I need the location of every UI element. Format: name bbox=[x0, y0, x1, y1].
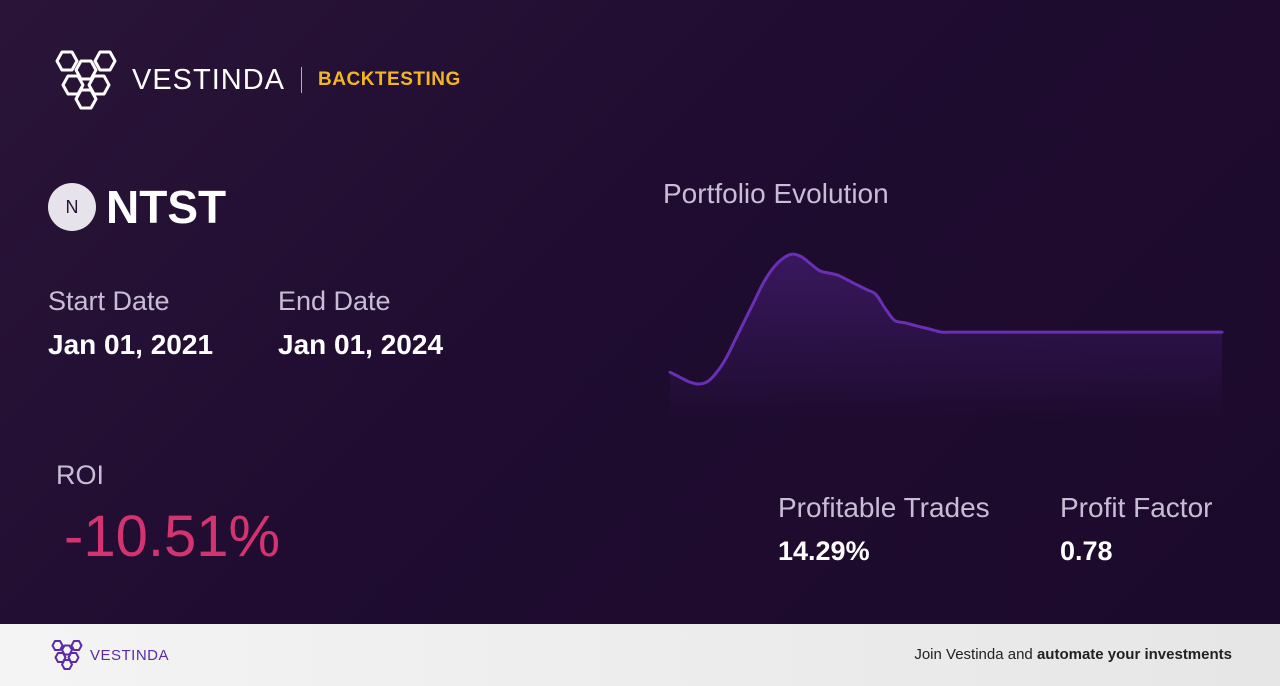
start-date-label: Start Date bbox=[48, 286, 170, 316]
brand-divider bbox=[301, 67, 303, 93]
end-date-label: End Date bbox=[278, 286, 391, 316]
footer-cta-bold: automate your investments bbox=[1036, 646, 1232, 663]
chart-series-line bbox=[668, 252, 1224, 386]
footer-cta[interactable]: Join Vestinda and automate your investme… bbox=[914, 646, 1232, 663]
profit-factor-value: 0.78 bbox=[1060, 536, 1113, 566]
portfolio-chart bbox=[668, 252, 1224, 420]
hero-panel: VESTINDA BACKTESTING N NTST Start Date J… bbox=[0, 0, 1280, 624]
roi-value: -10.51% bbox=[64, 504, 281, 569]
footer-bar: VESTINDA Join Vestinda and automate your… bbox=[0, 624, 1280, 686]
ticker-badge: N bbox=[48, 183, 96, 231]
brand-tagline: BACKTESTING bbox=[318, 69, 461, 90]
chart-area-fill bbox=[670, 254, 1222, 420]
footer-brand-name: VESTINDA bbox=[90, 646, 170, 664]
end-date-value: Jan 01, 2024 bbox=[278, 329, 444, 360]
ticker-symbol: NTST bbox=[106, 181, 227, 233]
footer-logo[interactable]: VESTINDA bbox=[48, 639, 169, 671]
end-date-block: End Date Jan 01, 2024 bbox=[278, 286, 443, 361]
brand-logo[interactable]: VESTINDA BACKTESTING bbox=[48, 48, 461, 112]
roi-label: ROI bbox=[56, 460, 105, 490]
hexagon-cluster-logo-icon bbox=[51, 640, 83, 670]
start-date-block: Start Date Jan 01, 2021 bbox=[48, 286, 213, 361]
chart-title: Portfolio Evolution bbox=[663, 178, 889, 209]
footer-cta-prefix: Join Vestinda and bbox=[914, 646, 1037, 663]
start-date-value: Jan 01, 2021 bbox=[48, 329, 214, 360]
profitable-trades-value: 14.29% bbox=[778, 536, 870, 566]
profit-factor-label: Profit Factor bbox=[1060, 492, 1213, 523]
profitable-trades-stat: Profitable Trades 14.29% bbox=[778, 492, 990, 567]
hexagon-cluster-logo-icon bbox=[55, 50, 117, 110]
brand-name: VESTINDA bbox=[132, 63, 286, 96]
ticker: N NTST bbox=[48, 180, 226, 234]
profitable-trades-label: Profitable Trades bbox=[778, 492, 990, 523]
profit-factor-stat: Profit Factor 0.78 bbox=[1060, 492, 1212, 567]
